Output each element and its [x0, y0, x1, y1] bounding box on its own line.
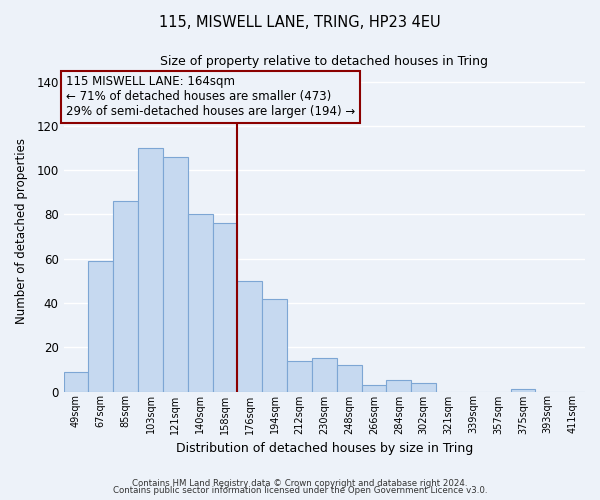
Bar [163, 157, 188, 392]
Text: Contains public sector information licensed under the Open Government Licence v3: Contains public sector information licen… [113, 486, 487, 495]
Bar [411, 382, 436, 392]
Bar [337, 365, 362, 392]
Text: Contains HM Land Registry data © Crown copyright and database right 2024.: Contains HM Land Registry data © Crown c… [132, 478, 468, 488]
Bar [188, 214, 212, 392]
Bar [511, 390, 535, 392]
Text: 115, MISWELL LANE, TRING, HP23 4EU: 115, MISWELL LANE, TRING, HP23 4EU [159, 15, 441, 30]
X-axis label: Distribution of detached houses by size in Tring: Distribution of detached houses by size … [176, 442, 473, 455]
Bar [64, 372, 88, 392]
Title: Size of property relative to detached houses in Tring: Size of property relative to detached ho… [160, 55, 488, 68]
Y-axis label: Number of detached properties: Number of detached properties [15, 138, 28, 324]
Bar [312, 358, 337, 392]
Text: 115 MISWELL LANE: 164sqm
← 71% of detached houses are smaller (473)
29% of semi-: 115 MISWELL LANE: 164sqm ← 71% of detach… [66, 76, 355, 118]
Bar [262, 298, 287, 392]
Bar [88, 261, 113, 392]
Bar [138, 148, 163, 392]
Bar [212, 224, 238, 392]
Bar [113, 201, 138, 392]
Bar [287, 360, 312, 392]
Bar [386, 380, 411, 392]
Bar [238, 281, 262, 392]
Bar [362, 385, 386, 392]
